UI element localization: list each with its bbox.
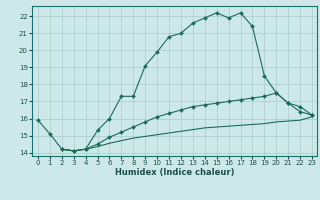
X-axis label: Humidex (Indice chaleur): Humidex (Indice chaleur) <box>115 168 234 177</box>
